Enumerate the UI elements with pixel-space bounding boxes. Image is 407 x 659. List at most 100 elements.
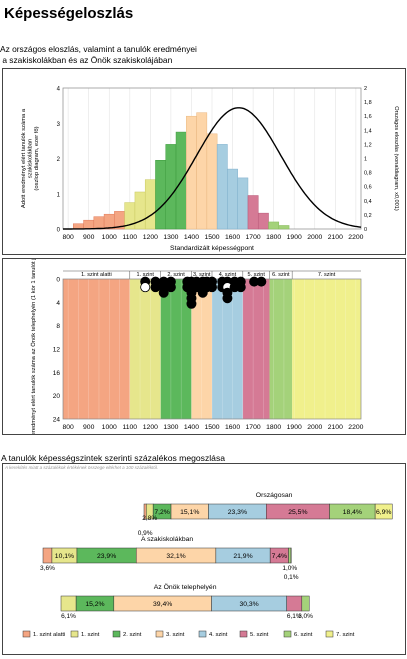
segment-label: 7,2% [154, 509, 170, 516]
x-tick-label: 1800 [266, 424, 281, 431]
distribution-segment [302, 596, 309, 611]
distribution-chart: Országosan0,9%2,8%7,2%15,1%23,3%25,5%18,… [3, 464, 405, 654]
histogram-bar [248, 196, 258, 229]
student-dot [151, 283, 160, 292]
histogram-bar [279, 225, 289, 229]
legend-swatch [156, 631, 163, 637]
y2-tick-label: 2 [364, 86, 367, 92]
y-tick-label: 3 [57, 122, 61, 128]
x-tick-label: 1000 [102, 424, 117, 431]
x-tick-label: 800 [62, 424, 74, 431]
legend-label: 3. szint [166, 632, 185, 638]
y2-tick-label: 0,4 [364, 199, 372, 205]
x-tick-label: 1500 [204, 234, 219, 241]
segment-label-outside: 6,1% [61, 613, 76, 620]
y-tick-label: 2 [57, 157, 61, 163]
legend-swatch [240, 631, 247, 637]
student-dot [236, 283, 245, 292]
legend-label: 7. szint [336, 632, 355, 638]
page-title: Képességeloszlás [4, 5, 133, 22]
y2-tick-label: 1 [364, 157, 367, 163]
x-tick-label: 2000 [307, 424, 322, 431]
histogram-bar [155, 160, 165, 229]
distribution-segment [289, 548, 291, 563]
group-title: Az Önök telephelyén [154, 583, 217, 591]
x-tick-label: 1700 [246, 424, 261, 431]
legend-swatch [326, 631, 333, 637]
x-tick-label: 1200 [143, 234, 158, 241]
x-tick-label: 2200 [348, 424, 363, 431]
histogram-bar [238, 178, 248, 229]
y-tick-label: 20 [53, 393, 61, 400]
histogram-bar [145, 180, 155, 229]
histogram-bar [84, 220, 94, 229]
subtitle-line1: Az országos eloszlás, valamint a tanulók… [0, 44, 197, 54]
level-band [130, 279, 161, 419]
segment-label: 15,2% [85, 601, 104, 608]
x-tick-label: 800 [62, 234, 74, 241]
x-axis-label: Standardizált képességpont [170, 245, 254, 252]
histogram-bar [258, 213, 268, 229]
segment-label: 32,1% [166, 553, 185, 560]
x-tick-label: 900 [83, 234, 95, 241]
distribution-segment [287, 596, 302, 611]
histogram-bar [186, 116, 196, 229]
segment-label: 25,5% [288, 509, 307, 516]
segment-label-outside: 3,6% [40, 565, 55, 572]
histogram-bar [166, 144, 176, 229]
legend-label: 1. szint alatti [33, 632, 65, 638]
histogram-bar [104, 214, 114, 229]
segment-label-outside: 0,1% [284, 574, 299, 581]
segment-label-outside: 2,8% [142, 515, 157, 522]
histogram-bar [227, 169, 237, 229]
histogram-bar [217, 144, 227, 229]
segment-label: 18,4% [343, 509, 362, 516]
level-label: 7. szint [318, 272, 336, 278]
y-axis-label: Adott eredményt elért tanulók száma az Ö… [30, 259, 37, 434]
x-tick-label: 2100 [328, 424, 343, 431]
y2-tick-label: 1,2 [364, 142, 372, 148]
segment-label-outside: 1,0% [282, 565, 297, 572]
segment-label: 23,3% [228, 509, 247, 516]
legend-label: 6. szint [294, 632, 313, 638]
legend-label: 2. szint [123, 632, 142, 638]
legend-swatch [113, 631, 120, 637]
segment-label: 15,1% [180, 509, 199, 516]
y-tick-label: 12 [53, 347, 61, 354]
y-tick-label: 0 [57, 228, 61, 234]
segment-label: 21,9% [233, 553, 252, 560]
x-tick-label: 2200 [348, 234, 363, 241]
x-tick-label: 1900 [287, 424, 302, 431]
student-dot [257, 277, 266, 286]
y-tick-label: 16 [53, 370, 61, 377]
y2-tick-label: 0,8 [364, 171, 372, 177]
x-tick-label: 1700 [246, 234, 261, 241]
x-tick-label: 2000 [307, 234, 322, 241]
histogram-bar [269, 222, 279, 229]
student-dot [166, 283, 175, 292]
level-band [292, 279, 361, 419]
student-dot [187, 299, 196, 308]
level-band [243, 279, 270, 419]
y-axis-label: Adott eredményt elért tanulók száma asza… [21, 108, 40, 208]
subtitle-line2: a szakiskolákban és az Önök szakiskolájá… [0, 55, 172, 65]
legend-swatch [199, 631, 206, 637]
student-dot [223, 294, 232, 303]
legend-swatch [284, 631, 291, 637]
rounding-note: A kerekítés miatt a százalékok értékének… [5, 465, 158, 470]
distribution-panel: A kerekítés miatt a százalékok értékének… [2, 463, 406, 655]
y-tick-label: 4 [56, 300, 60, 307]
y2-tick-label: 0,6 [364, 185, 372, 191]
y-tick-label: 8 [56, 323, 60, 330]
y-axis-label-line: Adott eredményt elért tanulók száma a [21, 108, 27, 208]
y2-axis-label: Országos eloszlás (vonaldiagram, x0,001) [393, 106, 399, 211]
histogram-bar [197, 113, 207, 229]
student-dot [207, 283, 216, 292]
group-title: A szakiskolákban [141, 536, 193, 543]
segment-label: 23,9% [97, 553, 116, 560]
legend-label: 5. szint [250, 632, 269, 638]
y2-tick-label: 0,2 [364, 213, 372, 219]
